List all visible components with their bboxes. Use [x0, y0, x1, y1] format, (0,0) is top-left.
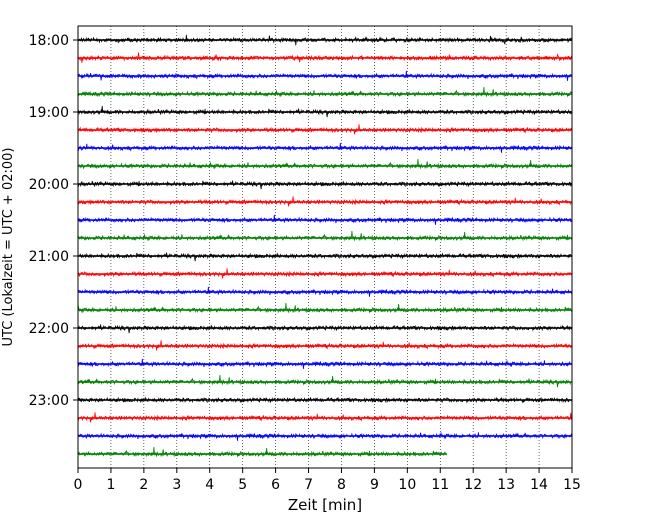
y-tick-label: 23:00: [29, 393, 69, 409]
x-tick-label: 15: [563, 477, 581, 493]
y-tick-label: 19:00: [29, 105, 69, 121]
x-tick-label: 7: [304, 477, 313, 493]
trace-1800: [77, 34, 573, 46]
trace-1945: [77, 159, 573, 170]
y-tick-label: 21:00: [29, 249, 69, 265]
plot-frame: [77, 25, 573, 469]
x-tick-label: 14: [530, 477, 548, 493]
x-tick-label: 13: [497, 477, 515, 493]
y-axis-ticks: 18:00 19:00 20:00 21:00 22:00 23:00: [29, 33, 78, 409]
y-tick-label: 18:00: [29, 33, 69, 49]
x-tick-label: 3: [172, 477, 181, 493]
x-tick-label: 1: [106, 477, 115, 493]
x-tick-label: 2: [139, 477, 148, 493]
x-tick-label: 8: [337, 477, 346, 493]
x-tick-label: 10: [398, 477, 416, 493]
x-axis-label: Zeit [min]: [288, 496, 362, 514]
x-tick-label: 9: [370, 477, 379, 493]
x-tick-label: 5: [238, 477, 247, 493]
y-axis-label: UTC (Lokalzeit = UTC + 02:00): [1, 148, 16, 347]
seismic-traces: [77, 34, 573, 458]
y-tick-label: 22:00: [29, 321, 69, 337]
plot-background: [78, 26, 572, 468]
y-tick-label: 20:00: [29, 177, 69, 193]
x-tick-label: 11: [431, 477, 449, 493]
x-tick-label: 12: [464, 477, 482, 493]
x-tick-label: 6: [271, 477, 280, 493]
x-tick-label: 0: [74, 477, 83, 493]
x-tick-label: 4: [205, 477, 214, 493]
x-axis-ticks: 0 1 2 3 4 5 6 7 8 9 10 11 12 13 14 15: [74, 468, 581, 493]
